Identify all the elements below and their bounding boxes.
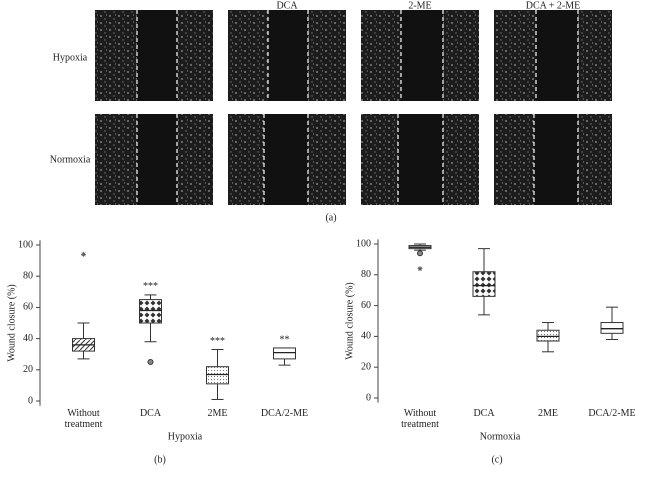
column-header: DCA xyxy=(276,0,298,11)
significance: ** xyxy=(280,334,290,345)
x-tick-label: 2ME xyxy=(207,408,228,419)
y-axis-label: Wound closure (%) xyxy=(344,282,355,360)
box xyxy=(206,366,229,385)
y-tick-label: 80 xyxy=(361,269,371,280)
y-tick-label: 60 xyxy=(23,302,33,313)
box xyxy=(536,329,560,342)
y-tick-label: 60 xyxy=(361,300,371,311)
row-label: Hypoxia xyxy=(53,52,88,63)
x-tick-label: Without treatment xyxy=(401,408,439,430)
significance: *** xyxy=(143,281,158,292)
micrographs xyxy=(95,10,612,205)
y-axis-label: Wound closure (%) xyxy=(6,284,17,362)
y-tick-label: 100 xyxy=(356,238,371,249)
y-tick-label: 80 xyxy=(23,270,33,281)
x-tick-label: DCA xyxy=(473,408,495,419)
y-tick-label: 0 xyxy=(28,395,33,406)
y-tick-label: 100 xyxy=(18,239,33,250)
box xyxy=(472,271,496,297)
x-axis-label: Hypoxia xyxy=(168,431,203,442)
outlier xyxy=(417,266,423,272)
x-tick-label: Without treatment xyxy=(64,408,103,430)
outlier xyxy=(417,250,423,257)
x-tick-label: 2ME xyxy=(538,408,558,419)
outlier xyxy=(147,359,154,366)
y-tick-label: 20 xyxy=(23,364,33,375)
y-tick-label: 40 xyxy=(361,331,371,342)
outlier xyxy=(81,251,86,257)
x-tick-label: DCA/2-ME xyxy=(588,408,636,419)
panel-label: (c) xyxy=(491,454,502,465)
y-tick-label: 0 xyxy=(366,392,371,403)
box xyxy=(600,322,624,334)
column-header: 2-ME xyxy=(408,0,431,11)
column-header: DCA + 2-ME xyxy=(526,0,581,11)
x-tick-label: DCA xyxy=(139,408,162,419)
significance: *** xyxy=(210,336,225,347)
box xyxy=(273,347,296,360)
y-tick-label: 40 xyxy=(23,333,33,344)
y-tick-label: 20 xyxy=(361,361,371,372)
row-label: Normoxia xyxy=(50,154,91,165)
box xyxy=(139,299,162,324)
x-axis-label: Normoxia xyxy=(480,431,521,442)
x-tick-label: DCA/2-ME xyxy=(260,408,309,419)
panel-label: (b) xyxy=(154,454,166,465)
panel-label: (a) xyxy=(325,212,336,223)
